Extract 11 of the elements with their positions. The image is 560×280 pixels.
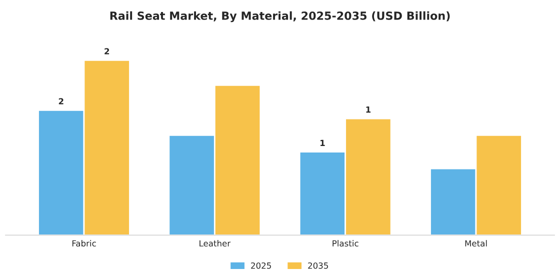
x-tick-label: Fabric	[72, 240, 96, 247]
data-label: 1	[366, 106, 371, 113]
data-label: 2	[104, 48, 110, 54]
data-label: 2	[58, 98, 64, 104]
data-label: 1	[320, 140, 325, 146]
x-tick-label: Metal	[465, 240, 487, 247]
legend-label: 2035	[308, 262, 328, 269]
legend-label: 2025	[251, 262, 271, 269]
chart-title: Rail Seat Market, By Material, 2025-2035 (USD Billion)	[110, 11, 450, 22]
x-tick-label: Leather	[200, 240, 231, 247]
x-tick-label: Plastic	[332, 240, 358, 247]
